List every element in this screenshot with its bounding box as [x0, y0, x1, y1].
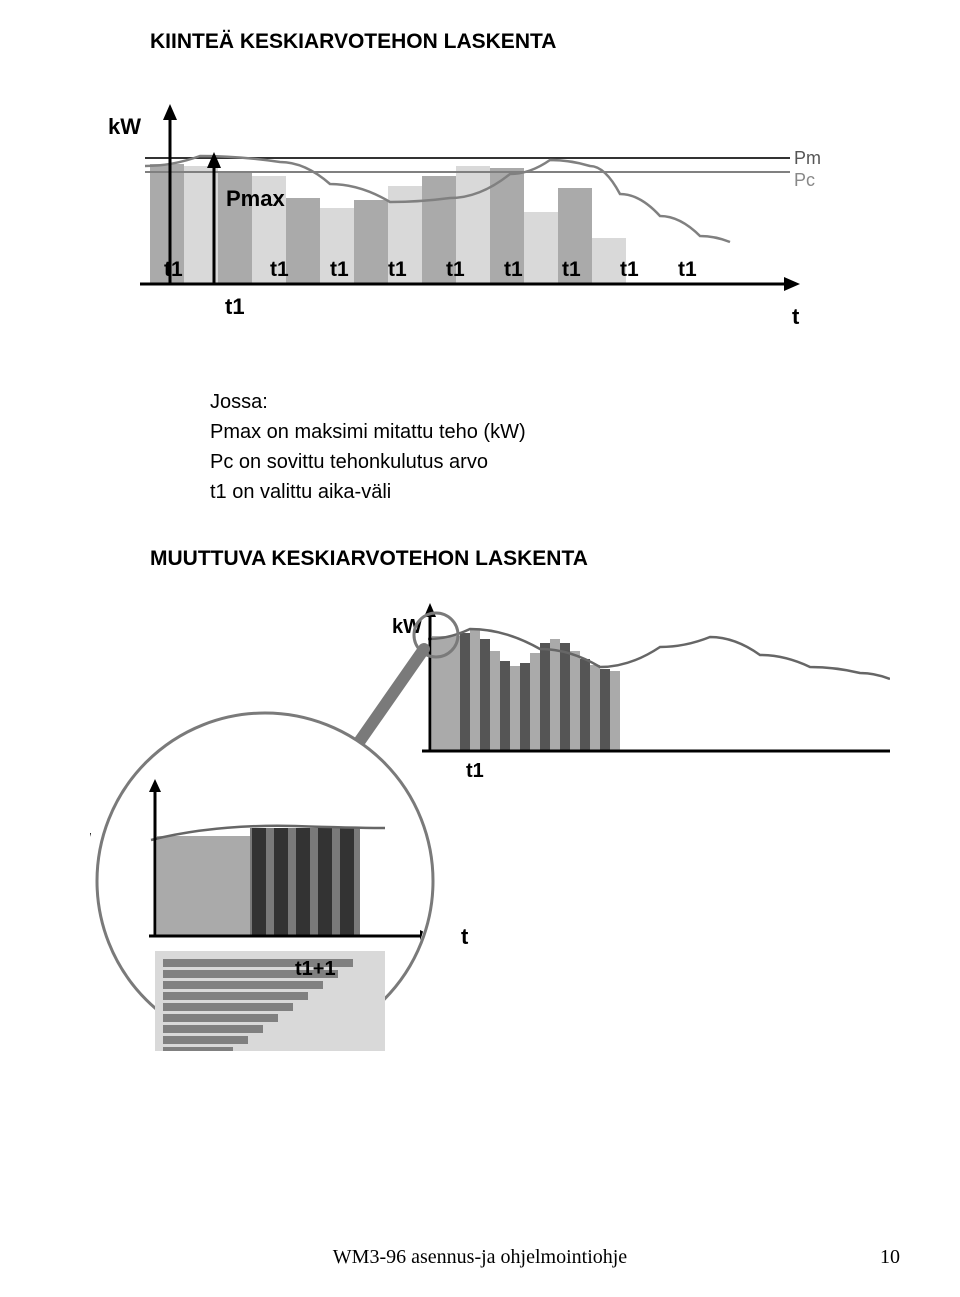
chart-fixed-avg: kWPmaxPcPmaxt1t1t1t1t1t1t1t1t1t1t: [100, 74, 900, 369]
svg-text:t1: t1: [620, 258, 639, 281]
legend-l4: t1 on valittu aika-väli: [210, 477, 900, 507]
svg-text:t1+1: t1+1: [295, 958, 336, 980]
svg-text:t1: t1: [678, 258, 697, 281]
svg-text:t1: t1: [164, 258, 183, 281]
svg-text:kW: kW: [90, 830, 91, 852]
svg-text:t1: t1: [225, 294, 245, 319]
footer: WM3-96 asennus-ja ohjelmointiohje 10: [0, 1246, 960, 1269]
svg-text:t1: t1: [270, 258, 289, 281]
svg-text:t: t: [792, 304, 800, 329]
svg-text:t1: t1: [562, 258, 581, 281]
svg-text:t1: t1: [504, 258, 523, 281]
title-fixed: KIINTEÄ KESKIARVOTEHON LASKENTA: [150, 30, 900, 54]
legend-l3: Pc on sovittu tehonkulutus arvo: [210, 447, 900, 477]
page-number: 10: [880, 1246, 900, 1269]
svg-text:t1: t1: [446, 258, 465, 281]
svg-text:kW: kW: [108, 114, 141, 139]
legend-text: Jossa: Pmax on maksimi mitattu teho (kW)…: [210, 387, 900, 507]
svg-text:t1: t1: [388, 258, 407, 281]
svg-text:t: t: [461, 924, 469, 949]
title-variable: MUUTTUVA KESKIARVOTEHON LASKENTA: [150, 547, 900, 571]
svg-text:Pmax: Pmax: [226, 186, 285, 211]
svg-text:Pc: Pc: [794, 170, 815, 190]
svg-text:kW: kW: [392, 616, 422, 638]
legend-l2: Pmax on maksimi mitattu teho (kW): [210, 417, 900, 447]
footer-text: WM3-96 asennus-ja ohjelmointiohje: [333, 1246, 627, 1268]
svg-text:t1: t1: [330, 258, 349, 281]
legend-l1: Jossa:: [210, 387, 900, 417]
svg-text:Pmax: Pmax: [794, 148, 820, 168]
chart-variable-avg: kWt1tt1kWtt1+1: [90, 581, 900, 1056]
svg-text:t1: t1: [466, 760, 484, 782]
